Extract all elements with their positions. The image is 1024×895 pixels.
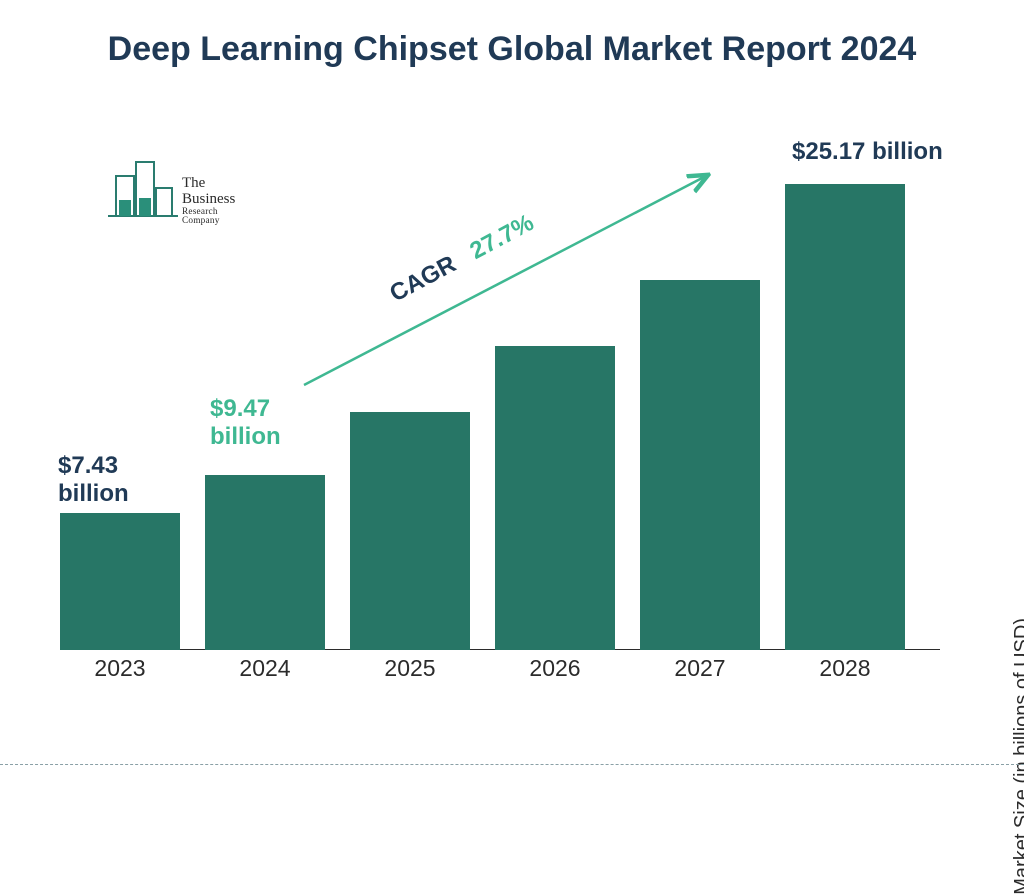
callout-2024-line1: $9.47 bbox=[210, 395, 281, 423]
y-axis-label-text: Market Size (in billions of USD) bbox=[1011, 618, 1024, 895]
bar-2028 bbox=[785, 184, 905, 650]
xlabel-2025: 2025 bbox=[350, 655, 470, 682]
y-axis-label: Market Size (in billions of USD) bbox=[1011, 618, 1024, 895]
bar-2023 bbox=[60, 513, 180, 650]
callout-2023-line1: $7.43 bbox=[58, 452, 129, 480]
bar-2024 bbox=[205, 475, 325, 650]
bottom-dashed-line bbox=[0, 764, 1024, 765]
xlabel-2028: 2028 bbox=[785, 655, 905, 682]
bar-2027 bbox=[640, 280, 760, 650]
xlabel-2027: 2027 bbox=[640, 655, 760, 682]
callout-2023-line2: billion bbox=[58, 480, 129, 508]
callout-2024: $9.47 billion bbox=[210, 395, 281, 452]
chart-title: Deep Learning Chipset Global Market Repo… bbox=[0, 0, 1024, 71]
bar-2026 bbox=[495, 346, 615, 650]
callout-2028-text: $25.17 billion bbox=[792, 138, 943, 165]
xlabel-2026: 2026 bbox=[495, 655, 615, 682]
xlabel-2023: 2023 bbox=[60, 655, 180, 682]
callout-2023: $7.43 billion bbox=[58, 452, 129, 509]
callout-2024-line2: billion bbox=[210, 423, 281, 451]
callout-2028: $25.17 billion bbox=[792, 138, 943, 166]
xlabel-2024: 2024 bbox=[205, 655, 325, 682]
chart-title-text: Deep Learning Chipset Global Market Repo… bbox=[108, 30, 917, 68]
bar-2025 bbox=[350, 412, 470, 650]
